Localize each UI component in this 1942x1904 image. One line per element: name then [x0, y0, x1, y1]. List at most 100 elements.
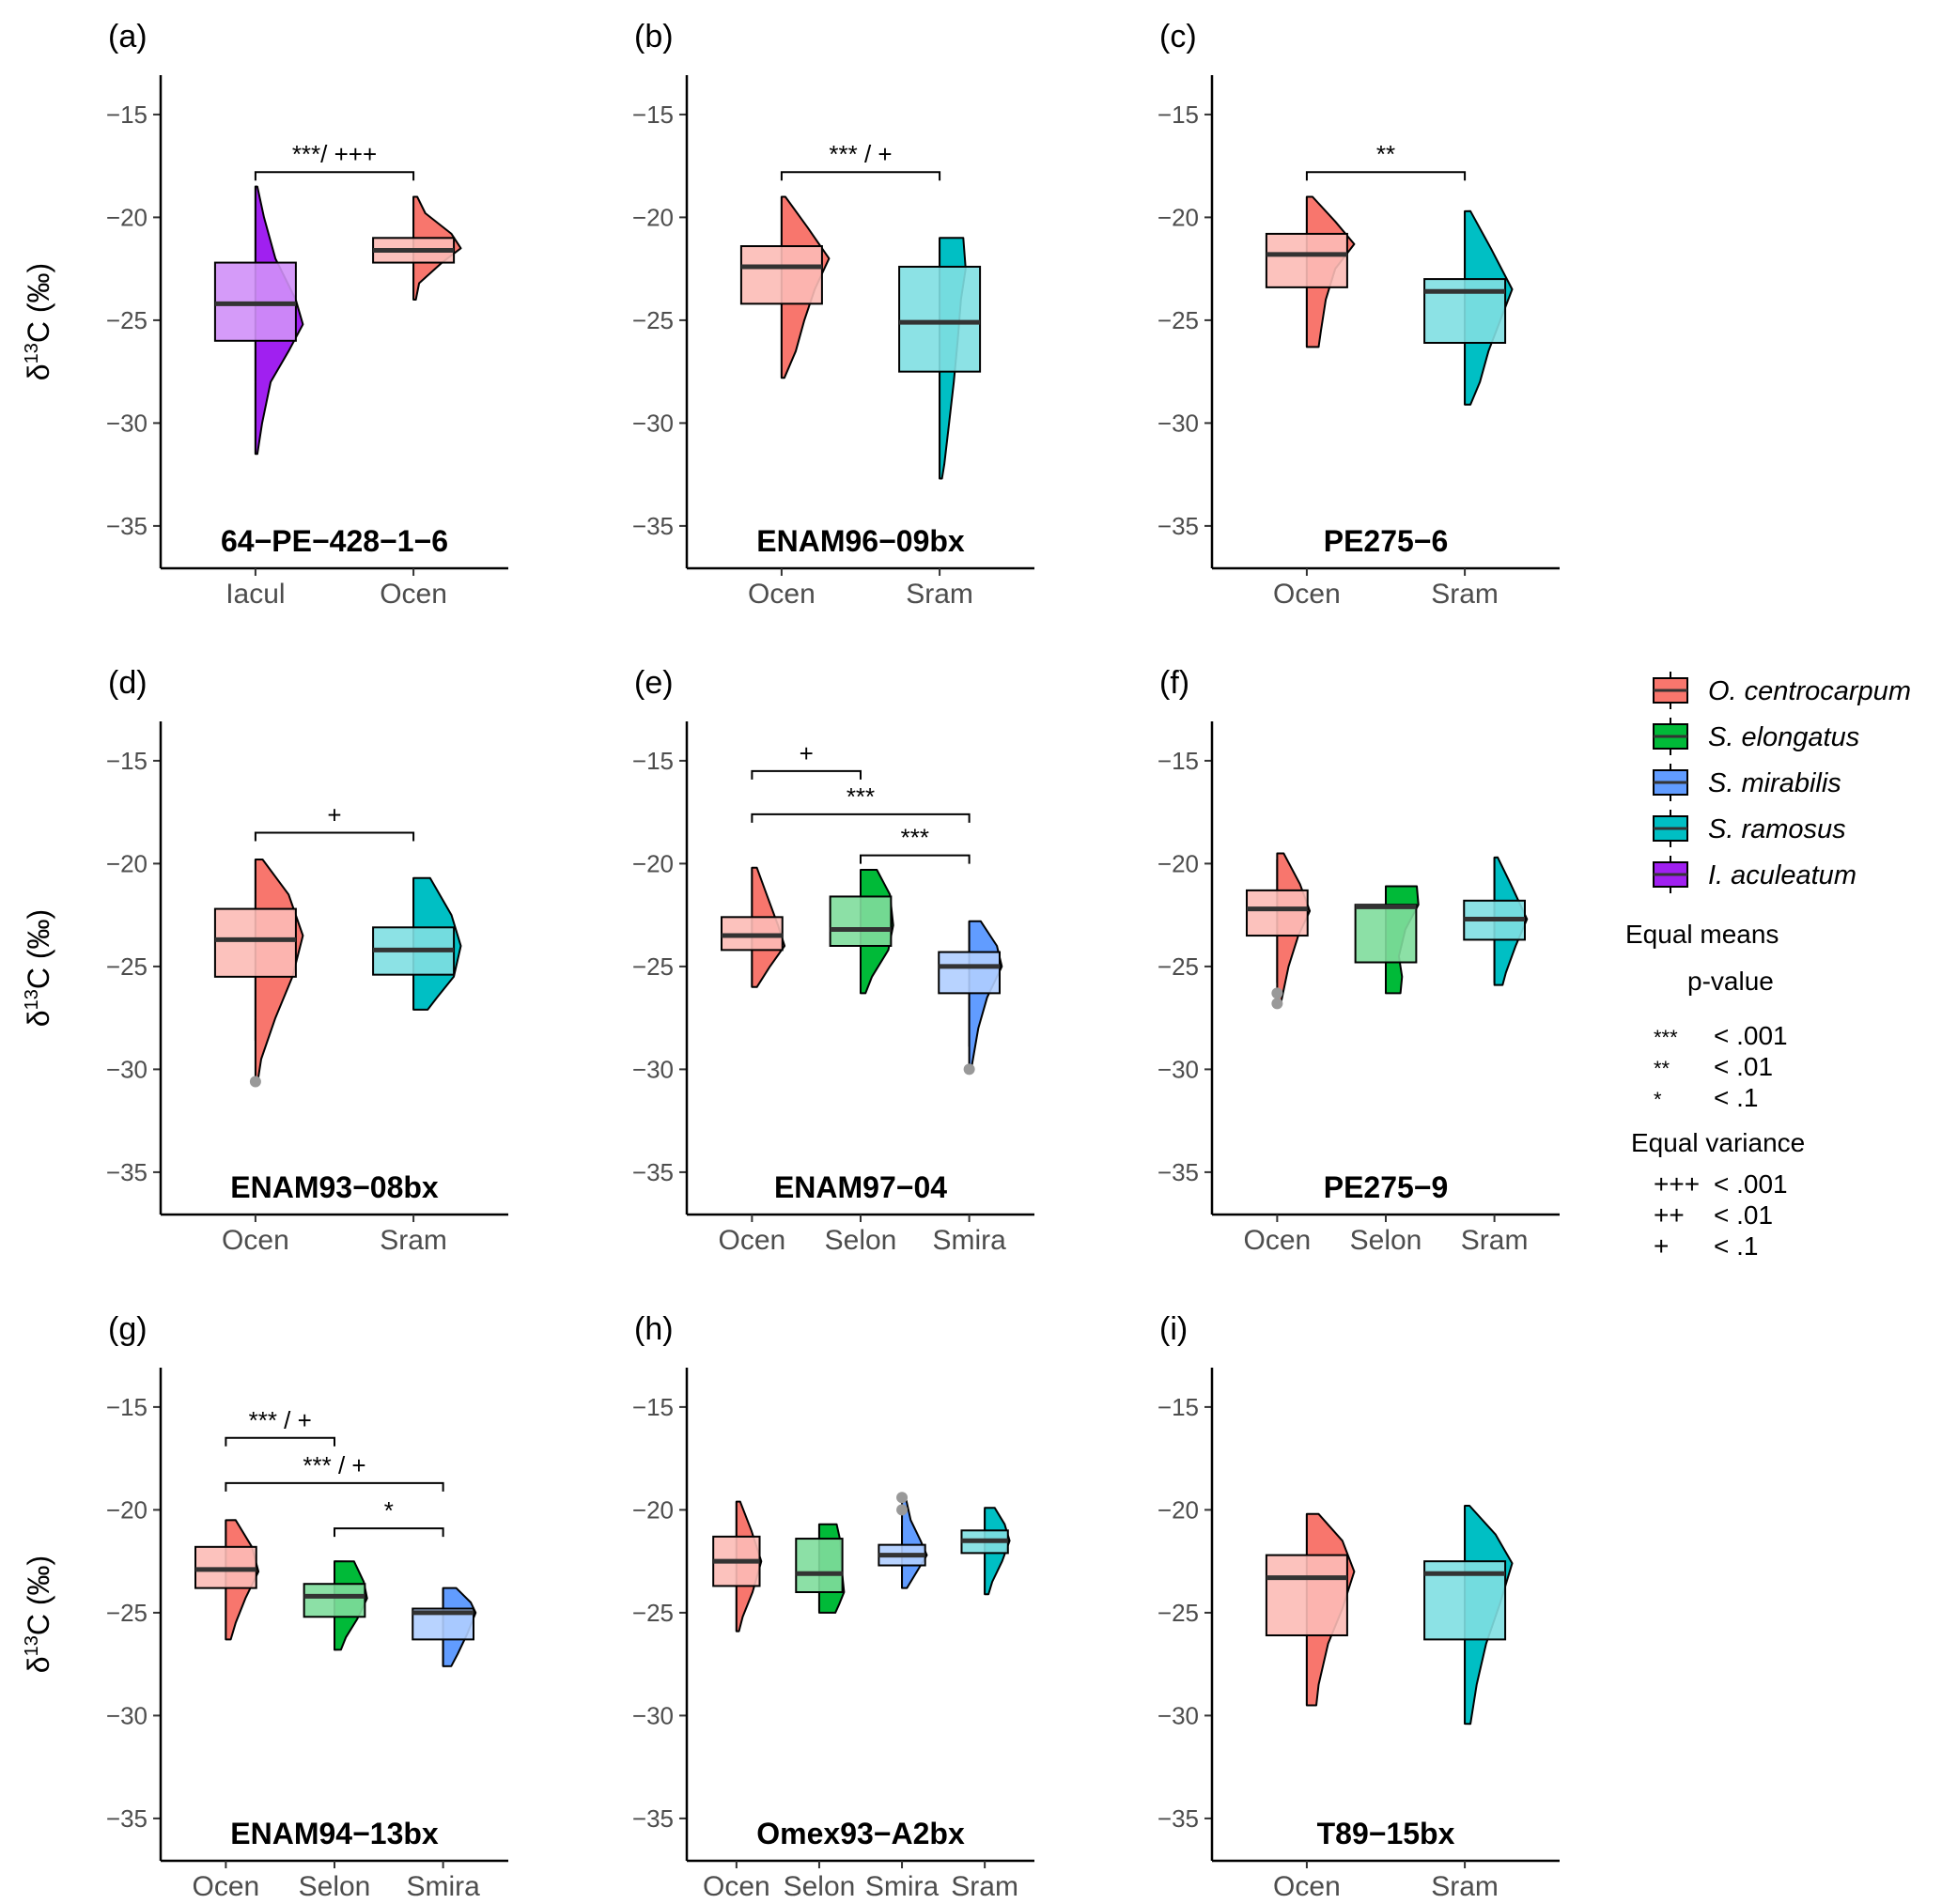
- group-Ocen: Ocen: [739, 195, 831, 610]
- panel-title: ENAM94−13bx: [230, 1817, 439, 1850]
- bracket-line: [254, 831, 415, 842]
- y-tick-label: −35: [632, 512, 674, 540]
- y-tick-label: −20: [1157, 203, 1199, 231]
- group-Sram: Sram: [1461, 856, 1529, 1256]
- bracket-label: *** / +: [249, 1406, 312, 1434]
- y-tick-label: −25: [106, 1599, 148, 1627]
- y-tick-label: −25: [632, 1599, 674, 1627]
- y-tick-label: −30: [106, 1701, 148, 1729]
- y-axis-title-rest: C (‰): [22, 909, 55, 989]
- legend-label: S. mirabilis: [1708, 768, 1841, 798]
- bracket-line: [225, 1436, 335, 1447]
- group-Selon: Selon: [1350, 885, 1422, 1256]
- x-tick-label: Selon: [299, 1871, 371, 1902]
- y-tick-label: −30: [632, 1701, 674, 1729]
- panel-label: (c): [1159, 19, 1197, 54]
- group-Sram: Sram: [372, 876, 462, 1256]
- legend: O. centrocarpum S. elongatus S. mirabilis S…: [1625, 672, 1911, 1261]
- y-tick-label: −35: [106, 512, 148, 540]
- violin: [968, 920, 1003, 1071]
- x-tick-label: Smira: [406, 1871, 480, 1902]
- y-axis-title-base: δ: [22, 364, 55, 380]
- box: [898, 265, 982, 373]
- panel-title: T89−15bx: [1317, 1817, 1455, 1850]
- panel-h: (h) −15 −20 −25 −30 −35 Ocen Selon Smira Sram Omex…: [632, 1311, 1034, 1902]
- box: [938, 951, 1001, 995]
- legend-label: O. centrocarpum: [1708, 676, 1911, 706]
- y-tick-label: −35: [1157, 512, 1199, 540]
- x-tick-label: Sram: [1461, 1225, 1529, 1256]
- legend-label: S. ramosus: [1708, 814, 1846, 844]
- group-Ocen: Ocen: [1265, 1512, 1356, 1902]
- y-tick-label: −25: [1157, 952, 1199, 981]
- x-tick-label: Ocen: [748, 579, 816, 610]
- legend-key-Ocen: O. centrocarpum: [1653, 672, 1911, 709]
- y-tick-label: −20: [632, 1495, 674, 1524]
- group-Ocen: Ocen: [1244, 852, 1312, 1256]
- legend-means-symbol: **: [1654, 1057, 1670, 1080]
- y-tick-label: −20: [106, 1495, 148, 1524]
- x-tick-label: Ocen: [1244, 1225, 1312, 1256]
- y-axis-title-sup: 13: [22, 1635, 42, 1656]
- bracket-label: +: [800, 739, 814, 767]
- panel-title: Omex93−A2bx: [756, 1817, 965, 1850]
- bracket-line: [751, 813, 971, 823]
- legend-label: S. elongatus: [1708, 722, 1859, 752]
- group-Sram: Sram: [1423, 209, 1514, 610]
- legend-variance-value: < .1: [1714, 1231, 1758, 1261]
- panel-title: ENAM97−04: [774, 1170, 947, 1204]
- x-tick-label: Ocen: [1273, 579, 1341, 610]
- group-Selon: Selon: [299, 1560, 371, 1902]
- y-tick-label: −35: [632, 1158, 674, 1186]
- legend-variance-value: < .01: [1714, 1200, 1773, 1230]
- legend-key-Sram: S. ramosus: [1653, 810, 1846, 847]
- y-tick-label: −25: [106, 306, 148, 334]
- group-Smira: Smira: [932, 920, 1006, 1256]
- legend-variance-title: Equal variance: [1631, 1128, 1805, 1157]
- bracket-label: ***: [847, 782, 875, 811]
- legend-variance-symbol: +++: [1654, 1169, 1700, 1199]
- y-tick-label: −15: [632, 1393, 674, 1421]
- panel-e: (e) −15 −20 −25 −30 −35 Ocen Selon Smira + *** *** E…: [632, 665, 1034, 1256]
- legend-variance: +++ < .001 ++ < .01 + < .1: [1654, 1169, 1788, 1261]
- group-Ocen: Ocen: [1265, 195, 1356, 610]
- y-tick-label: −25: [1157, 306, 1199, 334]
- box: [1354, 904, 1418, 964]
- y-tick-label: −30: [632, 1055, 674, 1083]
- y-tick-label: −20: [106, 203, 148, 231]
- panel-label: (b): [634, 19, 674, 54]
- y-axis-title: δ13C (‰): [22, 263, 55, 380]
- group-Smira: Smira: [406, 1587, 480, 1902]
- y-tick-label: −20: [106, 849, 148, 877]
- box: [1423, 278, 1507, 344]
- group-Selon: Selon: [825, 868, 896, 1256]
- bracket-label: ***: [901, 824, 929, 852]
- y-axis-title: δ13C (‰): [22, 1556, 55, 1673]
- bracket-label: ***/ +++: [292, 140, 377, 168]
- y-axis-title-rest: C (‰): [22, 263, 55, 343]
- panel-label: (i): [1159, 1311, 1188, 1347]
- group-Iacul: Iacul: [213, 185, 304, 610]
- panel-f: (f) −15 −20 −25 −30 −35 Ocen Selon Sram PE275−9: [1157, 665, 1560, 1256]
- significance-bracket: ***/ +++: [254, 140, 415, 181]
- box: [213, 907, 297, 978]
- x-tick-label: Sram: [906, 579, 973, 610]
- panel-b: (b) −15 −20 −25 −30 −35 Ocen Sram *** / + ENAM96−…: [632, 19, 1034, 610]
- y-axis-title-sup: 13: [22, 343, 42, 364]
- significance-bracket: ***: [751, 782, 971, 823]
- panel-title: PE275−9: [1324, 1170, 1449, 1204]
- panel-label: (e): [634, 665, 674, 701]
- panel-label: (d): [108, 665, 148, 701]
- significance-bracket: ***: [860, 824, 971, 864]
- y-tick-label: −15: [1157, 1393, 1199, 1421]
- legend-species: O. centrocarpum S. elongatus S. mirabilis S…: [1653, 672, 1911, 893]
- legend-means-value: < .01: [1714, 1052, 1773, 1081]
- x-tick-label: Smira: [932, 1225, 1006, 1256]
- bracket-line: [860, 854, 971, 864]
- y-tick-label: −20: [632, 203, 674, 231]
- significance-bracket: +: [751, 739, 862, 780]
- y-tick-label: −30: [106, 409, 148, 437]
- y-tick-label: −35: [1157, 1804, 1199, 1833]
